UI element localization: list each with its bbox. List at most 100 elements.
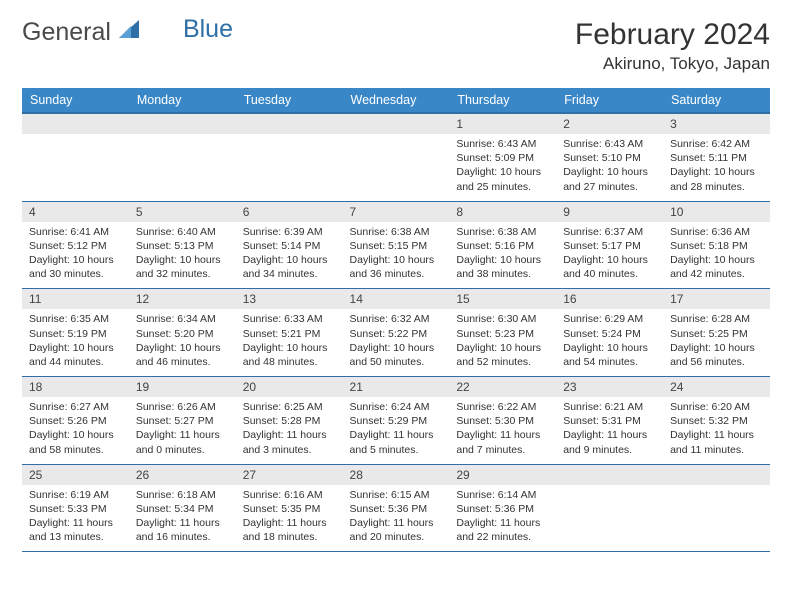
daylight-line: Daylight: 11 hours and 16 minutes. bbox=[136, 516, 229, 544]
dayname-header: Monday bbox=[129, 88, 236, 113]
sunset-line: Sunset: 5:23 PM bbox=[456, 327, 549, 341]
sunrise-line: Sunrise: 6:42 AM bbox=[670, 137, 763, 151]
sunrise-line: Sunrise: 6:32 AM bbox=[350, 312, 443, 326]
daylight-line: Daylight: 10 hours and 38 minutes. bbox=[456, 253, 549, 281]
calendar-cell: 14Sunrise: 6:32 AMSunset: 5:22 PMDayligh… bbox=[343, 289, 450, 377]
daylight-line: Daylight: 10 hours and 40 minutes. bbox=[563, 253, 656, 281]
calendar-cell: 10Sunrise: 6:36 AMSunset: 5:18 PMDayligh… bbox=[663, 201, 770, 289]
calendar-cell: 13Sunrise: 6:33 AMSunset: 5:21 PMDayligh… bbox=[236, 289, 343, 377]
daylight-line: Daylight: 10 hours and 50 minutes. bbox=[350, 341, 443, 369]
day-number: 6 bbox=[236, 202, 343, 222]
sunrise-line: Sunrise: 6:28 AM bbox=[670, 312, 763, 326]
day-number: 21 bbox=[343, 377, 450, 397]
calendar-cell: 26Sunrise: 6:18 AMSunset: 5:34 PMDayligh… bbox=[129, 464, 236, 552]
sunset-line: Sunset: 5:10 PM bbox=[563, 151, 656, 165]
day-number: 11 bbox=[22, 289, 129, 309]
day-body: Sunrise: 6:15 AMSunset: 5:36 PMDaylight:… bbox=[343, 485, 450, 552]
calendar-cell: 18Sunrise: 6:27 AMSunset: 5:26 PMDayligh… bbox=[22, 377, 129, 465]
day-number: 8 bbox=[449, 202, 556, 222]
day-number: 15 bbox=[449, 289, 556, 309]
day-body: Sunrise: 6:39 AMSunset: 5:14 PMDaylight:… bbox=[236, 222, 343, 289]
day-number: 7 bbox=[343, 202, 450, 222]
sail-icon bbox=[117, 18, 141, 47]
day-body: Sunrise: 6:35 AMSunset: 5:19 PMDaylight:… bbox=[22, 309, 129, 376]
day-number: 14 bbox=[343, 289, 450, 309]
day-number: 24 bbox=[663, 377, 770, 397]
day-number: 27 bbox=[236, 465, 343, 485]
calendar-cell: 29Sunrise: 6:14 AMSunset: 5:36 PMDayligh… bbox=[449, 464, 556, 552]
daylight-line: Daylight: 11 hours and 18 minutes. bbox=[243, 516, 336, 544]
sunrise-line: Sunrise: 6:15 AM bbox=[350, 488, 443, 502]
sunrise-line: Sunrise: 6:20 AM bbox=[670, 400, 763, 414]
calendar-cell: 4Sunrise: 6:41 AMSunset: 5:12 PMDaylight… bbox=[22, 201, 129, 289]
day-number: 10 bbox=[663, 202, 770, 222]
daylight-line: Daylight: 10 hours and 42 minutes. bbox=[670, 253, 763, 281]
sunset-line: Sunset: 5:25 PM bbox=[670, 327, 763, 341]
calendar-cell: 7Sunrise: 6:38 AMSunset: 5:15 PMDaylight… bbox=[343, 201, 450, 289]
sunset-line: Sunset: 5:26 PM bbox=[29, 414, 122, 428]
calendar-body: 1Sunrise: 6:43 AMSunset: 5:09 PMDaylight… bbox=[22, 113, 770, 552]
page-header: General Blue February 2024 Akiruno, Toky… bbox=[22, 18, 770, 74]
day-body: Sunrise: 6:18 AMSunset: 5:34 PMDaylight:… bbox=[129, 485, 236, 552]
daylight-line: Daylight: 11 hours and 13 minutes. bbox=[29, 516, 122, 544]
dayname-header: Saturday bbox=[663, 88, 770, 113]
day-number: 2 bbox=[556, 114, 663, 134]
calendar-cell: 5Sunrise: 6:40 AMSunset: 5:13 PMDaylight… bbox=[129, 201, 236, 289]
calendar-cell bbox=[22, 113, 129, 201]
dayname-header: Tuesday bbox=[236, 88, 343, 113]
day-body: Sunrise: 6:37 AMSunset: 5:17 PMDaylight:… bbox=[556, 222, 663, 289]
calendar-cell: 2Sunrise: 6:43 AMSunset: 5:10 PMDaylight… bbox=[556, 113, 663, 201]
daylight-line: Daylight: 10 hours and 27 minutes. bbox=[563, 165, 656, 193]
day-body: Sunrise: 6:42 AMSunset: 5:11 PMDaylight:… bbox=[663, 134, 770, 201]
daylight-line: Daylight: 11 hours and 3 minutes. bbox=[243, 428, 336, 456]
calendar-cell: 12Sunrise: 6:34 AMSunset: 5:20 PMDayligh… bbox=[129, 289, 236, 377]
day-body-empty bbox=[343, 134, 450, 190]
calendar-week-row: 25Sunrise: 6:19 AMSunset: 5:33 PMDayligh… bbox=[22, 464, 770, 552]
sunset-line: Sunset: 5:29 PM bbox=[350, 414, 443, 428]
calendar-cell: 8Sunrise: 6:38 AMSunset: 5:16 PMDaylight… bbox=[449, 201, 556, 289]
day-number: 16 bbox=[556, 289, 663, 309]
day-body: Sunrise: 6:32 AMSunset: 5:22 PMDaylight:… bbox=[343, 309, 450, 376]
dayname-header: Friday bbox=[556, 88, 663, 113]
day-body: Sunrise: 6:33 AMSunset: 5:21 PMDaylight:… bbox=[236, 309, 343, 376]
daylight-line: Daylight: 10 hours and 48 minutes. bbox=[243, 341, 336, 369]
sunrise-line: Sunrise: 6:41 AM bbox=[29, 225, 122, 239]
calendar-cell bbox=[236, 113, 343, 201]
day-number: 12 bbox=[129, 289, 236, 309]
day-body: Sunrise: 6:43 AMSunset: 5:10 PMDaylight:… bbox=[556, 134, 663, 201]
day-number: 20 bbox=[236, 377, 343, 397]
daylight-line: Daylight: 11 hours and 22 minutes. bbox=[456, 516, 549, 544]
day-body-empty bbox=[129, 134, 236, 190]
daylight-line: Daylight: 11 hours and 0 minutes. bbox=[136, 428, 229, 456]
day-body: Sunrise: 6:24 AMSunset: 5:29 PMDaylight:… bbox=[343, 397, 450, 464]
logo-text-blue: Blue bbox=[183, 15, 233, 44]
day-body: Sunrise: 6:43 AMSunset: 5:09 PMDaylight:… bbox=[449, 134, 556, 201]
calendar-cell: 1Sunrise: 6:43 AMSunset: 5:09 PMDaylight… bbox=[449, 113, 556, 201]
daylight-line: Daylight: 10 hours and 46 minutes. bbox=[136, 341, 229, 369]
day-number: 22 bbox=[449, 377, 556, 397]
sunset-line: Sunset: 5:30 PM bbox=[456, 414, 549, 428]
sunrise-line: Sunrise: 6:19 AM bbox=[29, 488, 122, 502]
day-number-empty bbox=[343, 114, 450, 134]
day-body: Sunrise: 6:16 AMSunset: 5:35 PMDaylight:… bbox=[236, 485, 343, 552]
calendar-table: SundayMondayTuesdayWednesdayThursdayFrid… bbox=[22, 88, 770, 552]
sunset-line: Sunset: 5:28 PM bbox=[243, 414, 336, 428]
day-number: 29 bbox=[449, 465, 556, 485]
daylight-line: Daylight: 10 hours and 54 minutes. bbox=[563, 341, 656, 369]
sunset-line: Sunset: 5:33 PM bbox=[29, 502, 122, 516]
day-number: 1 bbox=[449, 114, 556, 134]
day-body: Sunrise: 6:28 AMSunset: 5:25 PMDaylight:… bbox=[663, 309, 770, 376]
calendar-cell: 16Sunrise: 6:29 AMSunset: 5:24 PMDayligh… bbox=[556, 289, 663, 377]
day-number: 9 bbox=[556, 202, 663, 222]
calendar-cell: 21Sunrise: 6:24 AMSunset: 5:29 PMDayligh… bbox=[343, 377, 450, 465]
day-body-empty bbox=[663, 485, 770, 541]
day-number: 23 bbox=[556, 377, 663, 397]
day-number: 28 bbox=[343, 465, 450, 485]
day-body: Sunrise: 6:40 AMSunset: 5:13 PMDaylight:… bbox=[129, 222, 236, 289]
day-body: Sunrise: 6:38 AMSunset: 5:16 PMDaylight:… bbox=[449, 222, 556, 289]
daylight-line: Daylight: 10 hours and 30 minutes. bbox=[29, 253, 122, 281]
sunrise-line: Sunrise: 6:27 AM bbox=[29, 400, 122, 414]
sunrise-line: Sunrise: 6:33 AM bbox=[243, 312, 336, 326]
sunset-line: Sunset: 5:17 PM bbox=[563, 239, 656, 253]
day-number: 5 bbox=[129, 202, 236, 222]
